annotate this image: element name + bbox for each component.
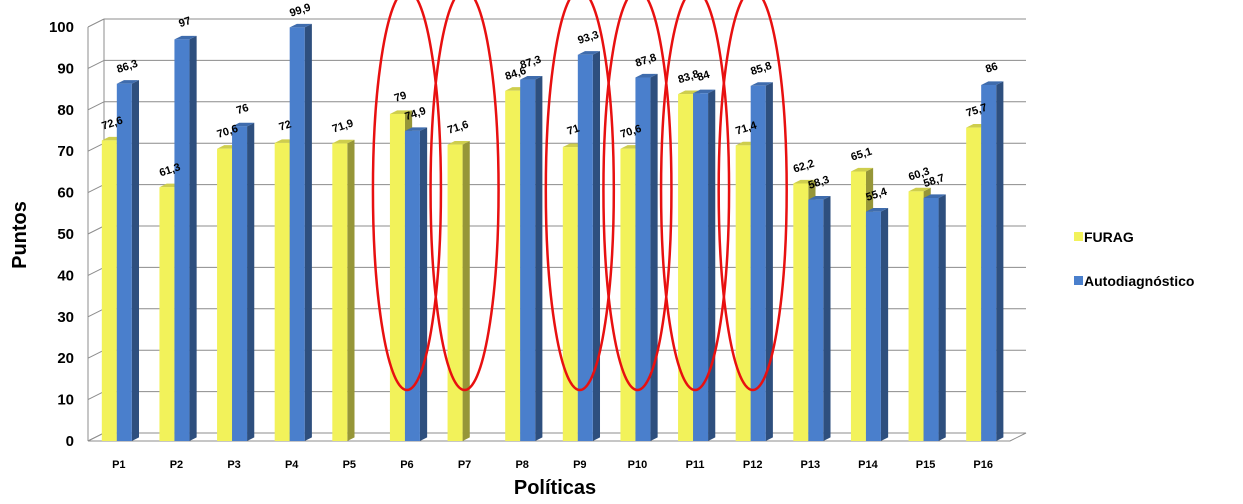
x-tick-label: P4	[285, 459, 299, 471]
x-tick-label: P11	[686, 459, 705, 471]
highlight-ellipse-p9	[544, 0, 616, 392]
y-tick-label: 100	[49, 19, 74, 36]
gridline-side	[87, 391, 105, 401]
data-label: 62,2	[792, 158, 816, 176]
bar-autodiagnstico-p11	[693, 89, 716, 442]
data-label: 65,1	[849, 146, 873, 164]
bar-autodiagnstico-p12	[750, 82, 773, 442]
y-tick-label: 60	[57, 185, 74, 202]
data-label: 84	[696, 69, 712, 84]
x-axis-title: Políticas	[514, 477, 596, 499]
gridline-side	[87, 349, 105, 359]
data-label: 58,3	[807, 174, 831, 192]
y-axis-title: Puntos	[9, 201, 31, 269]
x-tick-label: P5	[343, 459, 356, 471]
bar-furag-p7	[447, 140, 470, 442]
bar-autodiagnstico-p1	[116, 80, 140, 442]
x-tick-label: P10	[628, 459, 648, 471]
y-tick-label: 90	[57, 60, 74, 77]
data-label: 71	[566, 123, 581, 138]
data-label: 79	[393, 89, 408, 104]
data-label: 72	[278, 118, 293, 133]
legend-swatch-furag	[1074, 232, 1083, 241]
y-tick-label: 70	[57, 143, 74, 160]
legend: FURAG Autodiagnóstico	[1074, 229, 1194, 289]
data-label: 97	[177, 15, 192, 30]
x-tick-label: P13	[801, 459, 821, 471]
data-label: 93,3	[576, 29, 600, 47]
x-tick-label: P6	[400, 459, 413, 471]
data-label: 87,3	[519, 54, 543, 72]
bar-autodiagnstico-p16	[981, 81, 1004, 442]
data-label: 74,9	[403, 105, 427, 123]
y-tick-label: 40	[57, 267, 74, 284]
y-tick-label: 0	[66, 433, 74, 450]
data-label: 86	[984, 61, 999, 76]
y-tick-label: 80	[57, 102, 74, 119]
bar-autodiagnstico-p8	[520, 75, 543, 441]
gridline-side	[87, 18, 105, 28]
gridline-side	[87, 142, 105, 152]
y-tick-labels: 0 10 20 30 40 50 60 70 80 90 100	[49, 19, 74, 450]
x-tick-label: P3	[227, 459, 240, 471]
bar-autodiagnstico-p13	[808, 196, 831, 441]
axes	[87, 19, 1027, 442]
legend-label-autodiagnostico: Autodiagnóstico	[1084, 273, 1194, 289]
data-label: 71,9	[331, 117, 355, 135]
x-tick-label: P12	[743, 459, 763, 471]
bar-autodiagnstico-p9	[577, 51, 601, 441]
y-tick-label: 50	[57, 226, 74, 243]
y-tick-label: 30	[57, 309, 74, 326]
data-label: 76	[235, 102, 250, 117]
highlight-ellipses	[371, 0, 788, 392]
y-tick-label: 10	[57, 392, 74, 409]
gridline-side	[87, 59, 105, 69]
x-tick-label: P1	[112, 459, 125, 471]
bar-autodiagnstico-p15	[923, 194, 946, 441]
data-label: 85,8	[749, 60, 773, 78]
gridline-side	[87, 101, 105, 111]
legend-label-furag: FURAG	[1084, 229, 1134, 245]
bar-autodiagnstico-p3	[232, 122, 255, 442]
category-labels: P1 P2 P3 P4 P5 P6 P7 P8 P9 P10 P11 P12 P13 P14 P15 P16	[112, 459, 993, 471]
y-tick-label: 20	[57, 350, 74, 367]
legend-swatch-autodiagnostico	[1074, 276, 1083, 285]
bar-autodiagnstico-p14	[865, 208, 889, 441]
x-tick-label: P15	[916, 459, 936, 471]
x-tick-label: P9	[573, 459, 586, 471]
highlight-ellipse-p7	[429, 0, 500, 392]
x-tick-label: P2	[170, 459, 183, 471]
x-tick-label: P14	[858, 459, 878, 471]
highlight-ellipse-p10	[602, 0, 673, 392]
data-label: 87,8	[634, 52, 658, 70]
gridline-side	[87, 266, 105, 276]
x-tick-label: P16	[973, 459, 993, 471]
bars	[101, 23, 1004, 442]
x-tick-label: P8	[515, 459, 528, 471]
highlight-ellipse-p6	[371, 0, 443, 392]
highlight-ellipse-p12	[717, 0, 788, 392]
data-label: 71,6	[446, 119, 470, 137]
data-label: 99,9	[288, 2, 312, 20]
bar-autodiagnstico-p2	[174, 35, 197, 442]
bar-autodiagnstico-p4	[289, 23, 312, 442]
bar-autodiagnstico-p6	[404, 127, 428, 442]
x-tick-label: P7	[458, 459, 471, 471]
gridline-side	[87, 225, 105, 235]
gridline-side	[87, 184, 105, 194]
bar-autodiagnstico-p10	[635, 73, 658, 442]
gridline-side	[87, 308, 105, 318]
bar-furag-p5	[332, 139, 355, 442]
highlight-ellipse-p11	[659, 0, 731, 392]
